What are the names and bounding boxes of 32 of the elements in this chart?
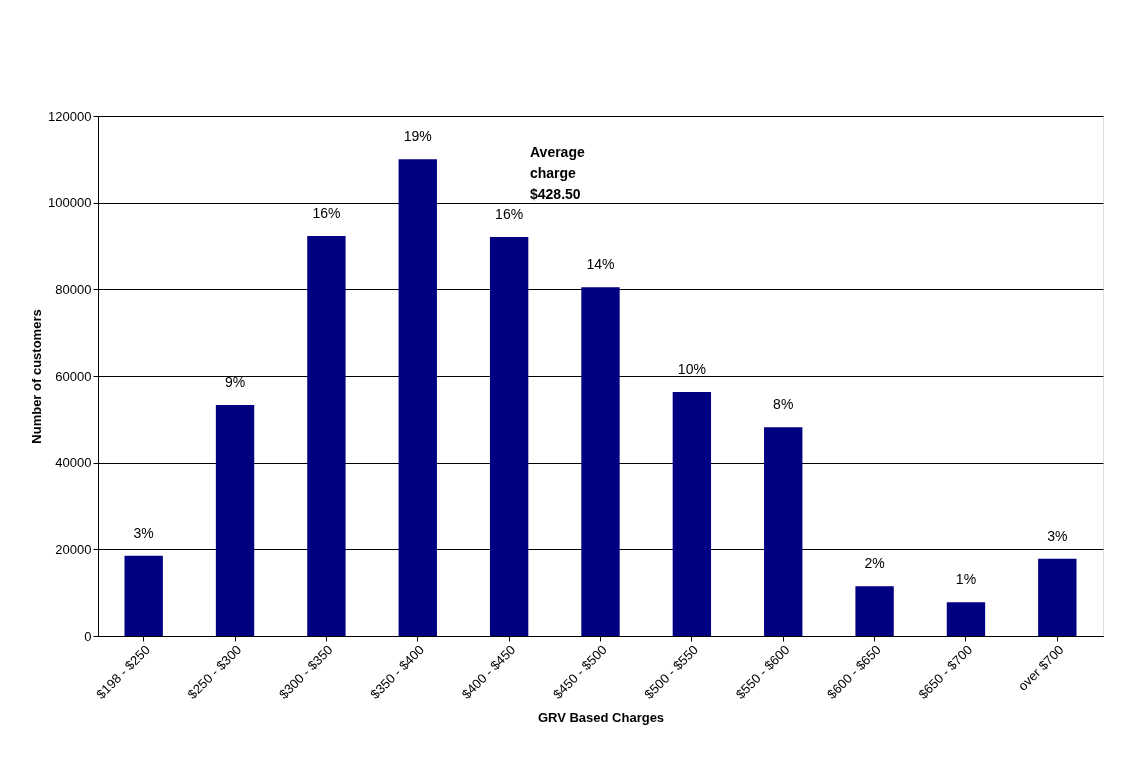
bar: [215, 405, 255, 636]
annotation: 3%: [133, 524, 154, 541]
bar: [581, 287, 620, 636]
y-tick-label: 0: [84, 628, 92, 644]
x-axis-title: GRV Based Charges: [537, 709, 665, 725]
bar: [307, 236, 346, 636]
bar: [1038, 558, 1077, 636]
annotation: 16%: [312, 205, 341, 222]
y-axis-title: Number of customers: [29, 309, 45, 444]
annotation: 8%: [773, 396, 794, 413]
bar: [124, 555, 163, 636]
y-tick-label: 60000: [55, 368, 92, 384]
y-tick-label: 80000: [55, 281, 92, 297]
annotation: 9%: [224, 374, 246, 391]
annotation: 14%: [586, 256, 615, 273]
annotation: Average charge $428.50: [530, 144, 585, 202]
bar: [489, 236, 529, 636]
bar: [946, 602, 986, 636]
bar: [855, 586, 894, 636]
y-tick-label: 40000: [55, 455, 92, 471]
y-tick-label: 120000: [48, 108, 92, 124]
bar: [398, 159, 437, 636]
y-tick-label: 20000: [55, 541, 92, 557]
annotation: 10%: [677, 361, 706, 378]
bar: [672, 392, 712, 636]
annotation: 16%: [495, 205, 524, 222]
annotation: 19%: [403, 128, 432, 145]
annotation: 3%: [1047, 527, 1068, 544]
annotation: 2%: [864, 555, 885, 572]
bar: [764, 427, 803, 636]
y-tick-label: 100000: [48, 195, 92, 211]
annotation: 1%: [955, 571, 977, 588]
